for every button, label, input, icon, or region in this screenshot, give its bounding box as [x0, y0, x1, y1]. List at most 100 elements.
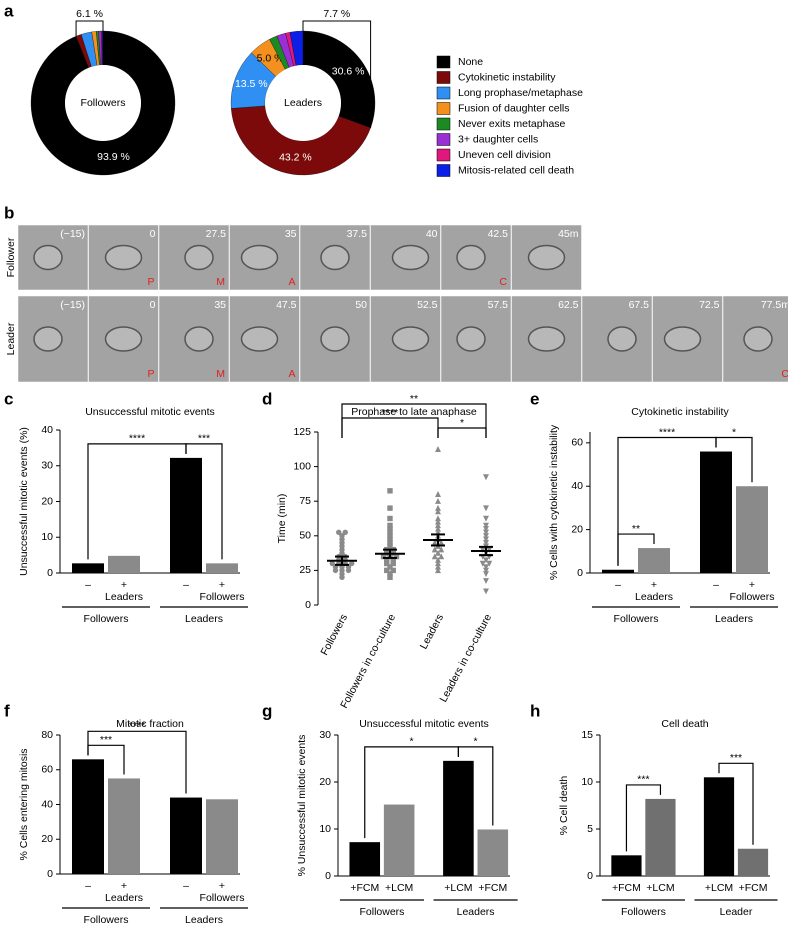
y-axis-label: % Cells with cytokinetic instability: [548, 424, 560, 580]
cell: [391, 244, 430, 271]
bar: [736, 486, 768, 573]
chart-title: Mitotic fraction: [116, 718, 184, 730]
x-tick-label: +LCM: [385, 882, 413, 894]
data-point: [483, 578, 489, 585]
significance-bracket: [341, 403, 487, 438]
x-tick-label: +: [219, 579, 225, 591]
chart-title: Cell death: [661, 718, 708, 730]
cell: [33, 244, 63, 271]
cell: [607, 326, 637, 352]
data-point: [435, 525, 441, 532]
y-tick-label: 40: [571, 480, 583, 492]
frame-phase: C: [781, 368, 788, 380]
data-point: [483, 567, 489, 574]
data-point: [479, 546, 486, 553]
cell: [240, 244, 279, 271]
bar: [611, 855, 642, 876]
treatment-label: Followers: [730, 591, 775, 603]
frame-time: 0: [150, 299, 156, 311]
data-point: [393, 553, 400, 560]
x-tick-label: +LCM: [444, 882, 472, 894]
data-point: [387, 522, 393, 529]
data-point: [387, 543, 393, 549]
significance-bracket: [625, 784, 662, 852]
treatment-label: Followers: [200, 892, 245, 904]
data-point: [438, 553, 445, 560]
x-tick-label: –: [615, 579, 621, 591]
slice-label: 5.0 %: [257, 53, 284, 65]
data-point: [329, 560, 335, 567]
bar: [700, 451, 732, 573]
legend-label: Never exits metaphase: [458, 118, 566, 130]
data-point: [483, 515, 489, 522]
data-point: [435, 504, 441, 511]
panel-letter: a: [4, 1, 14, 20]
frame-time: 47.5: [276, 299, 297, 311]
x-tick-label: +FCM: [478, 882, 507, 894]
frame-phase: A: [288, 276, 295, 288]
cell: [456, 326, 486, 352]
significance-bracket: [341, 417, 439, 438]
annotation-bracket: [75, 20, 104, 37]
donut-hole: [65, 65, 141, 141]
data-point: [435, 549, 441, 556]
y-axis-label: % Cells entering mitosis: [18, 748, 30, 860]
y-tick-label: 40: [41, 424, 53, 436]
annotation-bracket: [302, 20, 372, 128]
significance-bracket: [185, 443, 223, 560]
donut-hole: [265, 65, 341, 141]
y-tick-label: 80: [41, 729, 53, 741]
frame-phase: P: [147, 276, 154, 288]
group-label: Leader: [720, 906, 753, 918]
x-tick-label: +: [219, 880, 225, 892]
x-tick-label: –: [183, 880, 189, 892]
cell: [743, 326, 773, 352]
legend-label: Uneven cell division: [458, 149, 551, 161]
significance-label: ****: [129, 720, 145, 732]
significance-label: **: [632, 523, 640, 535]
y-tick-label: 10: [581, 776, 593, 788]
data-point: [387, 540, 393, 546]
data-point: [435, 563, 441, 570]
data-point: [342, 529, 348, 536]
legend-swatch: [436, 148, 451, 162]
data-point: [387, 505, 393, 511]
data-point: [387, 574, 393, 581]
y-tick-label: 25: [299, 564, 311, 576]
group-label: Leaders: [715, 613, 753, 625]
data-point: [384, 567, 390, 574]
legend-swatch: [436, 133, 451, 146]
legend-label: Long prophase/metaphase: [458, 87, 583, 99]
data-point: [483, 536, 489, 543]
frame-time: 62.5: [558, 299, 579, 311]
data-point: [431, 539, 438, 546]
frame-time: 35: [214, 299, 226, 311]
x-tick-label: Followers: [318, 612, 350, 657]
y-tick-label: 0: [47, 567, 53, 579]
significance-label: *: [410, 736, 414, 748]
group-label: Followers: [621, 906, 666, 918]
bar: [383, 804, 415, 876]
x-tick-label: –: [85, 880, 91, 892]
data-point: [435, 497, 441, 504]
data-point: [349, 560, 355, 567]
data-point: [435, 515, 441, 522]
x-tick-label: –: [183, 579, 189, 591]
data-point: [435, 508, 441, 515]
legend-label: Mitosis-related cell death: [458, 164, 574, 176]
data-point: [387, 536, 393, 542]
donut-center-label: Followers: [81, 97, 126, 109]
data-point: [486, 546, 493, 553]
cell: [184, 244, 214, 271]
y-tick-label: 0: [587, 870, 593, 882]
treatment-label: Followers: [200, 591, 245, 603]
y-tick-label: 30: [319, 729, 331, 741]
data-point: [435, 518, 441, 525]
treatment-label: Leaders: [105, 591, 143, 603]
data-point: [435, 567, 441, 574]
cell: [184, 326, 214, 352]
bar: [206, 799, 238, 874]
group-label: Followers: [84, 613, 129, 625]
x-tick-label: +LCM: [646, 882, 674, 894]
y-axis-label: % Cell death: [558, 776, 570, 836]
